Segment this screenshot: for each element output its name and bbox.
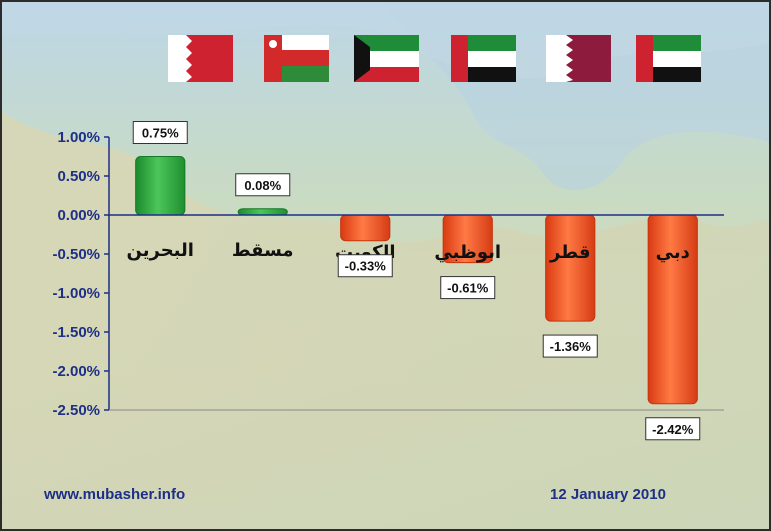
oman-flag (264, 35, 329, 82)
data-label-text: -0.33% (345, 259, 387, 274)
flag-row (168, 35, 701, 82)
data-label-text: -2.42% (652, 422, 694, 437)
data-label-box (337, 254, 393, 278)
bar (135, 156, 186, 216)
data-label: -0.33% (337, 254, 393, 278)
date-footer: 12 January 2010 (550, 486, 666, 503)
data-label-box (132, 121, 188, 144)
category-label: البحرين (127, 240, 194, 261)
data-label: 0.75% (132, 121, 188, 144)
bar-series (135, 156, 698, 405)
uae-flag (636, 35, 701, 82)
data-label-box (645, 417, 701, 441)
data-labels: 0.75% 0.08% -0.33% -0.61% -1.36% -2.42% (132, 121, 701, 441)
y-tick-label: 0.50% (57, 168, 100, 185)
y-tick-label: -0.50% (52, 246, 100, 263)
data-label: 0.08% (235, 173, 291, 197)
bar (545, 214, 596, 322)
y-tick-label: -1.00% (52, 285, 100, 302)
kuwait-flag (354, 35, 419, 82)
category-label: ابوظبي (434, 242, 501, 263)
website-footer: www.mubasher.info (43, 486, 185, 503)
data-label-box (235, 173, 291, 197)
category-label: مسقط (232, 240, 294, 261)
bar (237, 208, 288, 216)
y-tick-label: -2.50% (52, 402, 100, 419)
y-axis: 1.00% 0.50% 0.00% -0.50% -1.00% -1.50% -2.00% -… (52, 129, 724, 419)
data-label-text: 0.75% (142, 126, 179, 141)
category-label: دبي (656, 242, 690, 263)
category-label: قطر (549, 242, 591, 263)
category-labels: البحرين مسقط الكويت ابوظبي قطر دبي (127, 240, 690, 263)
y-tick-label: 0.00% (57, 207, 100, 224)
data-label: -1.36% (542, 334, 598, 358)
data-label: -0.61% (440, 276, 496, 300)
data-label-box (440, 276, 496, 300)
uae-flag (451, 35, 516, 82)
data-label-text: -0.61% (447, 281, 489, 296)
y-tick-label: -1.50% (52, 324, 100, 341)
data-label-text: -1.36% (550, 339, 592, 354)
data-label-box (542, 334, 598, 358)
y-tick-label: -2.00% (52, 363, 100, 380)
bar (340, 214, 391, 242)
bahrain-flag (168, 35, 233, 82)
qatar-flag (546, 35, 611, 82)
data-label-text: 0.08% (244, 178, 281, 193)
y-tick-label: 1.00% (57, 129, 100, 146)
data-label: -2.42% (645, 417, 701, 441)
